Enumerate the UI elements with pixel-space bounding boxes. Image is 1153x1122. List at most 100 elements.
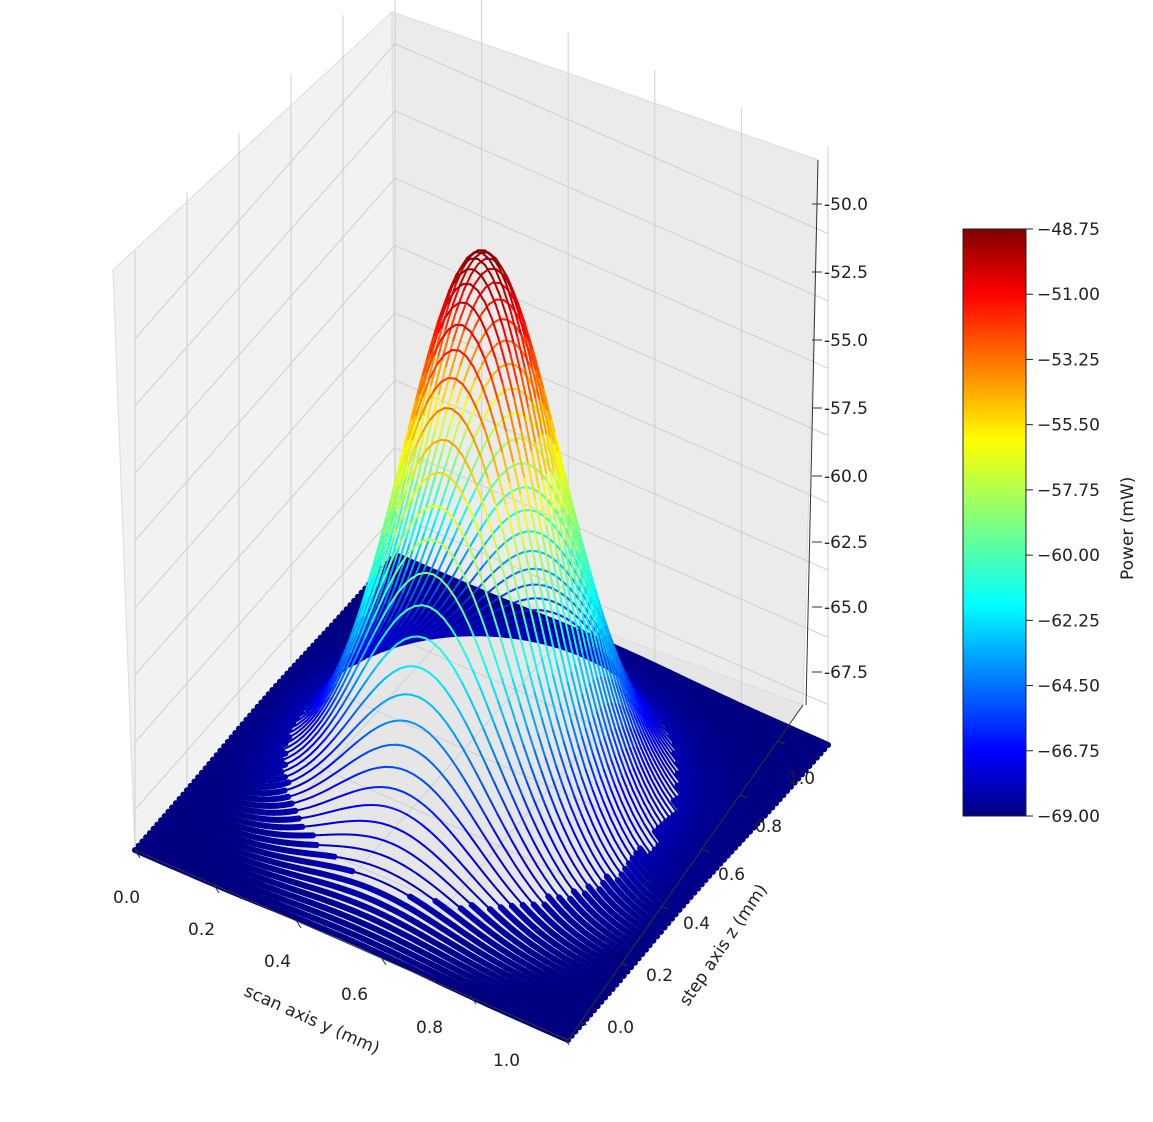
surface-segment [485,373,495,387]
colorbar-tick-label: −60.00 [1037,546,1100,566]
surface-segment [610,702,620,729]
surface-segment [380,634,390,645]
surface-segment [312,682,326,693]
surface-segment [515,779,525,799]
surface-segment [395,637,405,645]
surface-segment [298,780,308,787]
surface-segment [489,799,499,816]
surface-segment [508,611,518,616]
colorbar-gradient [962,228,1027,817]
surface-segment [538,378,548,412]
surface-segment [717,848,731,859]
surface-segment [411,418,421,441]
surface-segment [443,349,453,356]
surface-segment [441,877,452,887]
surface-segment [312,792,322,798]
surface-segment [403,577,413,586]
surface-segment [650,779,660,795]
surface-segment [449,850,459,861]
surface-segment [341,747,351,756]
surface-segment [466,251,476,259]
surface-segment [788,772,802,782]
surface-segment [607,703,617,731]
surface-segment [516,382,526,418]
surface-segment [385,575,395,592]
surface-segment [461,454,471,471]
surface-segment [655,723,665,736]
surface-segment [592,753,602,778]
surface-segment [331,663,341,681]
surface-segment [498,339,508,368]
surface-segment [706,860,720,871]
surface-segment [647,735,657,752]
surface-segment [468,547,478,567]
surface-segment [541,479,551,519]
surface-segment [593,599,603,631]
surface-segment [765,796,779,807]
surface-segment [453,592,463,604]
x-tick-label: 0.2 [188,920,215,940]
surface-segment [610,730,620,755]
surface-segment [275,740,289,750]
surface-segment [424,700,434,708]
surface-segment [366,786,376,790]
surface-segment [577,701,587,731]
surface-segment [324,696,334,711]
surface-segment [559,703,569,732]
surface-segment [552,470,563,510]
surface-segment [443,472,453,480]
surface-segment [541,596,551,632]
surface-segment [596,623,606,655]
surface-segment [442,522,452,543]
surface-segment [484,322,495,333]
surface-segment [446,601,456,612]
surface-segment [299,726,309,736]
surface-segment [425,389,435,405]
surface-segment [440,377,450,383]
surface-segment [307,692,317,699]
surface-segment [570,581,580,619]
surface-segment [573,710,584,739]
surface-segment [445,826,455,838]
surface-segment [599,676,610,706]
surface-segment [424,805,434,814]
grid-line [134,514,396,810]
surface-segment [504,827,514,843]
z-tick-label: -52.5 [824,263,868,283]
surface-segment [437,327,447,357]
surface-segment [425,571,435,576]
surface-segment [411,392,421,420]
surface-segment [299,706,309,714]
surface-segment [494,269,505,289]
surface-segment [603,676,613,705]
surface-segment [511,678,521,706]
surface-segment [620,827,631,843]
surface-segment [377,642,387,651]
surface-segment [399,552,410,566]
surface-segment [501,605,511,634]
surface-segment [317,698,327,712]
surface-segment [398,567,408,590]
surface-segment [412,484,422,514]
surface-segment [294,774,304,781]
surface-segment [429,331,439,354]
surface-segment [595,746,605,772]
surface-segment [458,349,468,358]
surface-segment [575,528,585,564]
surface-segment [461,609,471,627]
surface-segment [414,430,424,448]
surface-segment [426,334,436,360]
surface-segment [387,584,397,605]
surface-segment [525,864,535,878]
surface-segment [366,820,376,823]
surface-segment [599,741,609,767]
surface-segment [438,818,448,829]
surface-segment [505,504,515,537]
surface-segment [374,701,384,710]
surface-segment [592,619,603,652]
surface-segment [449,808,459,821]
surface-segment [552,511,562,551]
surface-segment [334,781,344,787]
surface-segment [334,703,344,717]
